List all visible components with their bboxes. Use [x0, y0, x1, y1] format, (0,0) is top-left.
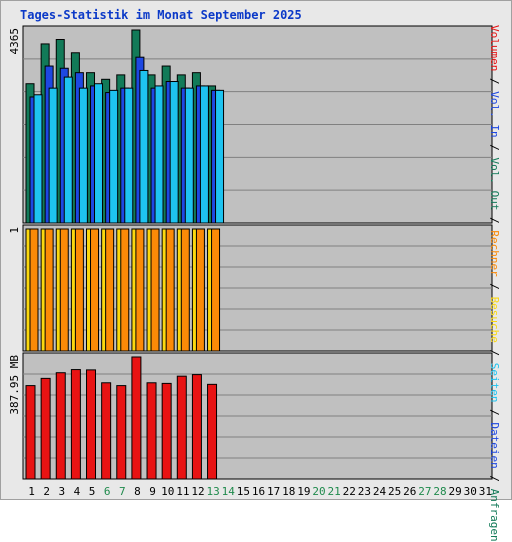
x-tick-label: 18	[282, 485, 295, 498]
bar-volume-volumen	[55, 372, 66, 480]
bar-hits-seiten	[215, 89, 225, 224]
x-tick-label: 28	[433, 485, 446, 498]
x-tick-label: 31	[479, 485, 492, 498]
x-tick-label: 7	[119, 485, 126, 498]
x-tick-label: 10	[161, 485, 174, 498]
scale-label-volume: 387.95 MB	[8, 355, 21, 415]
x-tick-label: 24	[373, 485, 387, 498]
x-tick-label: 3	[59, 485, 66, 498]
bar-visits-rechner	[105, 228, 115, 352]
bar-volume-volumen	[70, 369, 81, 480]
bar-volume-volumen	[86, 369, 97, 480]
bar-volume-volumen	[176, 375, 187, 480]
bar-hits-seiten	[124, 87, 134, 224]
bar-hits-seiten	[109, 89, 119, 224]
x-tick-label: 20	[312, 485, 325, 498]
bar-volume-volumen	[191, 374, 202, 480]
x-tick-label: 16	[252, 485, 265, 498]
x-tick-label: 1	[28, 485, 35, 498]
x-tick-label: 29	[449, 485, 462, 498]
bar-volume-volumen	[116, 385, 127, 480]
bar-visits-rechner	[180, 228, 190, 352]
bar-visits-rechner	[150, 228, 160, 352]
bar-visits-rechner	[29, 228, 39, 352]
x-tick-label: 17	[267, 485, 280, 498]
bar-hits-seiten	[33, 94, 43, 224]
bar-volume-volumen	[25, 385, 36, 480]
bar-hits-seiten	[154, 85, 164, 224]
bar-visits-rechner	[165, 228, 175, 352]
bar-visits-rechner	[59, 228, 69, 352]
bar-visits-rechner	[44, 228, 54, 352]
x-tick-label: 30	[464, 485, 477, 498]
bar-visits-rechner	[74, 228, 84, 352]
bar-volume-volumen	[207, 383, 218, 480]
x-tick-label: 13	[206, 485, 219, 498]
bar-visits-rechner	[90, 228, 100, 352]
x-tick-label: 14	[222, 485, 236, 498]
x-tick-label: 21	[328, 485, 341, 498]
bar-volume-volumen	[40, 377, 51, 480]
bar-visits-rechner	[135, 228, 145, 352]
x-tick-label: 11	[176, 485, 189, 498]
bar-volume-volumen	[131, 356, 142, 480]
x-tick-label: 25	[388, 485, 401, 498]
bar-volume-volumen	[146, 382, 157, 480]
bar-hits-seiten	[139, 69, 149, 224]
bar-visits-rechner	[120, 228, 130, 352]
x-tick-label: 27	[418, 485, 431, 498]
scale-label-visits: 1	[8, 227, 21, 234]
x-tick-label: 19	[297, 485, 310, 498]
x-tick-label: 5	[89, 485, 96, 498]
x-tick-label: 23	[358, 485, 371, 498]
bar-hits-seiten	[94, 83, 104, 224]
scale-label-hits: 4365	[8, 28, 21, 55]
bar-hits-seiten	[169, 81, 179, 224]
x-tick-label: 9	[149, 485, 156, 498]
x-tick-label: 2	[43, 485, 50, 498]
bar-visits-rechner	[195, 228, 205, 352]
x-tick-label: 26	[403, 485, 416, 498]
x-tick-label: 8	[134, 485, 141, 498]
bar-volume-volumen	[101, 382, 112, 480]
x-tick-label: 6	[104, 485, 111, 498]
x-tick-label: 22	[343, 485, 356, 498]
bar-hits-seiten	[199, 85, 209, 224]
x-tick-label: 12	[191, 485, 204, 498]
bar-hits-seiten	[78, 87, 88, 224]
x-tick-label: 15	[237, 485, 250, 498]
bar-hits-seiten	[184, 87, 194, 224]
bar-volume-volumen	[161, 382, 172, 480]
chart-title: Tages-Statistik im Monat September 2025	[20, 8, 302, 22]
bar-hits-seiten	[48, 87, 58, 224]
bar-visits-rechner	[211, 228, 221, 352]
x-tick-label: 4	[74, 485, 81, 498]
bar-hits-seiten	[63, 76, 73, 224]
